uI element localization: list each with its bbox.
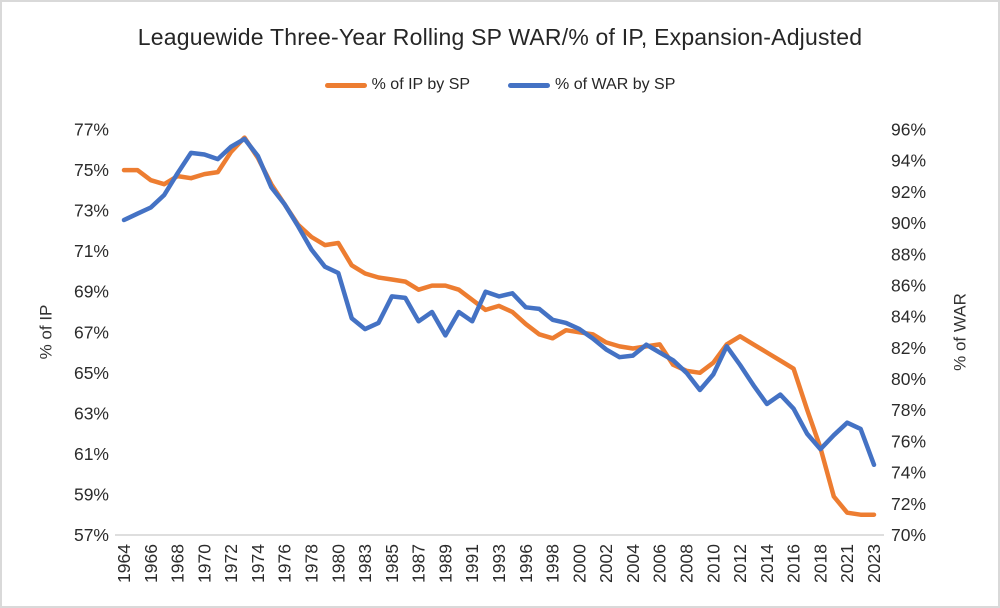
left-axis-tick-label: 71% <box>74 241 109 261</box>
x-axis-tick-label: 1976 <box>275 544 295 583</box>
right-axis-tick-label: 78% <box>891 400 926 420</box>
legend: % of IP by SP % of WAR by SP <box>2 76 998 94</box>
left-axis-tick-label: 65% <box>74 363 109 383</box>
right-axis-tick-label: 88% <box>891 244 926 264</box>
left-axis-tick-label: 57% <box>74 525 109 545</box>
x-axis-tick-label: 1974 <box>248 544 268 583</box>
x-axis-tick-label: 1983 <box>355 544 375 583</box>
left-axis-tick-label: 75% <box>74 160 109 180</box>
right-axis-tick-label: 90% <box>891 213 926 233</box>
x-axis-tick-label: 1964 <box>114 544 134 583</box>
right-axis-tick-label: 76% <box>891 431 926 451</box>
x-axis-tick-label: 2010 <box>703 544 723 583</box>
right-axis-tick-label: 74% <box>891 463 926 483</box>
x-axis-tick-label: 2006 <box>650 544 670 583</box>
x-axis-tick-label: 2008 <box>677 544 697 583</box>
left-axis-tick-label: 69% <box>74 282 109 302</box>
x-axis-tick-label: 1970 <box>194 544 214 583</box>
legend-label-ip: % of IP by SP <box>371 76 471 93</box>
x-axis-tick-label: 2012 <box>730 544 750 583</box>
right-axis-tick-label: 70% <box>891 525 926 545</box>
x-axis-tick-label: 2004 <box>623 544 643 583</box>
x-axis-tick-label: 1996 <box>516 544 536 583</box>
x-axis-tick-label: 1987 <box>409 544 429 583</box>
x-axis-tick-label: 1968 <box>168 544 188 583</box>
right-axis-tick-label: 72% <box>891 494 926 514</box>
left-axis-tick-label: 63% <box>74 403 109 423</box>
legend-item-ip[interactable]: % of IP by SP <box>324 76 471 94</box>
right-axis-tick-label: 92% <box>891 182 926 202</box>
right-axis-title: % of WAR <box>951 293 970 371</box>
x-axis-tick-label: 2000 <box>569 544 589 583</box>
x-axis-tick-label: 2018 <box>810 544 830 583</box>
x-axis-tick-label: 2023 <box>864 544 884 583</box>
series-line-war <box>121 136 877 468</box>
x-axis-tick-label: 2002 <box>596 544 616 583</box>
x-axis-tick-label: 1972 <box>221 544 241 583</box>
x-axis-tick-label: 1998 <box>543 544 563 583</box>
right-axis-tick-label: 84% <box>891 307 926 327</box>
legend-label-war: % of WAR by SP <box>555 76 676 93</box>
right-axis-tick-label: 96% <box>891 120 926 140</box>
right-axis-tick-label: 94% <box>891 151 926 171</box>
left-axis-tick-label: 61% <box>74 444 109 464</box>
x-axis-tick-label: 1966 <box>141 544 161 583</box>
legend-swatch-ip-icon <box>324 82 367 88</box>
x-axis-tick-label: 1980 <box>328 544 348 583</box>
x-axis-tick-label: 2014 <box>757 544 777 583</box>
left-axis-tick-label: 59% <box>74 484 109 504</box>
x-axis-tick-label: 2016 <box>784 544 804 583</box>
left-axis-tick-label: 67% <box>74 322 109 342</box>
right-axis-tick-label: 82% <box>891 338 926 358</box>
x-axis-tick-label: 1985 <box>382 544 402 583</box>
legend-item-war[interactable]: % of WAR by SP <box>508 76 675 94</box>
x-axis-tick-label: 1989 <box>435 544 455 583</box>
x-axis-tick-label: 2021 <box>837 544 857 583</box>
right-axis-tick-label: 80% <box>891 369 926 389</box>
right-axis-tick-label: 86% <box>891 275 926 295</box>
legend-swatch-war-icon <box>508 82 551 88</box>
x-axis-tick-label: 1993 <box>489 544 509 583</box>
left-axis-tick-label: 73% <box>74 201 109 221</box>
series-line-ip <box>121 135 877 517</box>
x-axis-tick-label: 1991 <box>462 544 482 583</box>
chart-title: Leaguewide Three-Year Rolling SP WAR/% o… <box>137 24 863 50</box>
left-axis-title: % of IP <box>37 305 56 360</box>
x-axis-tick-label: 1978 <box>302 544 322 583</box>
left-axis-tick-label: 77% <box>74 120 109 140</box>
